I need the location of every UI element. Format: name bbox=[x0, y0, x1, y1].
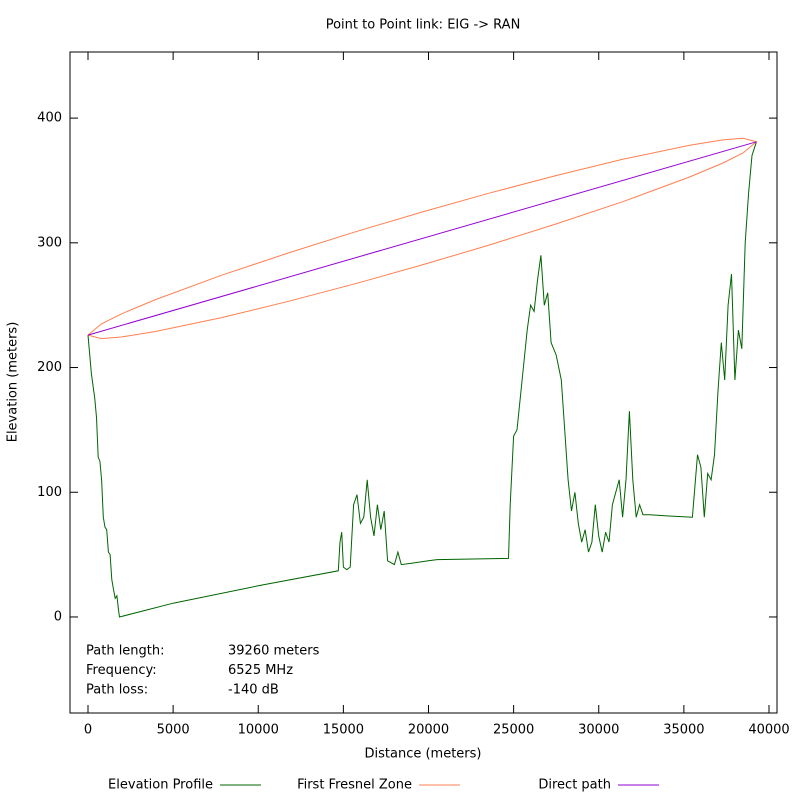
info-value: 6525 MHz bbox=[228, 663, 293, 678]
info-value: 39260 meters bbox=[228, 644, 320, 659]
plot-frame bbox=[69, 51, 778, 714]
info-label: Path loss: bbox=[86, 683, 148, 698]
x-tick-label: 20000 bbox=[408, 723, 449, 738]
y-tick-label: 0 bbox=[54, 609, 62, 624]
y-axis-label: Elevation (meters) bbox=[6, 322, 21, 443]
legend-label: First Fresnel Zone bbox=[297, 778, 412, 793]
x-tick-label: 10000 bbox=[238, 723, 279, 738]
x-tick-label: 15000 bbox=[323, 723, 364, 738]
series-line bbox=[87, 141, 757, 618]
series-line bbox=[87, 141, 757, 336]
y-tick-label: 400 bbox=[37, 111, 62, 126]
x-axis-label: Distance (meters) bbox=[365, 747, 482, 762]
legend-label: Elevation Profile bbox=[108, 778, 213, 793]
info-label: Frequency: bbox=[86, 663, 157, 678]
y-tick-label: 200 bbox=[37, 360, 62, 375]
x-tick-label: 0 bbox=[84, 723, 92, 738]
x-tick-label: 5000 bbox=[157, 723, 190, 738]
x-tick-label: 35000 bbox=[663, 723, 704, 738]
info-label: Path length: bbox=[86, 644, 165, 659]
x-tick-label: 30000 bbox=[578, 723, 619, 738]
y-tick-label: 300 bbox=[37, 235, 62, 250]
chart-title: Point to Point link: EIG -> RAN bbox=[326, 18, 521, 33]
x-tick-label: 40000 bbox=[748, 723, 789, 738]
legend-label: Direct path bbox=[538, 778, 611, 793]
info-value: -140 dB bbox=[228, 683, 279, 698]
x-tick-label: 25000 bbox=[493, 723, 534, 738]
y-tick-label: 100 bbox=[37, 485, 62, 500]
